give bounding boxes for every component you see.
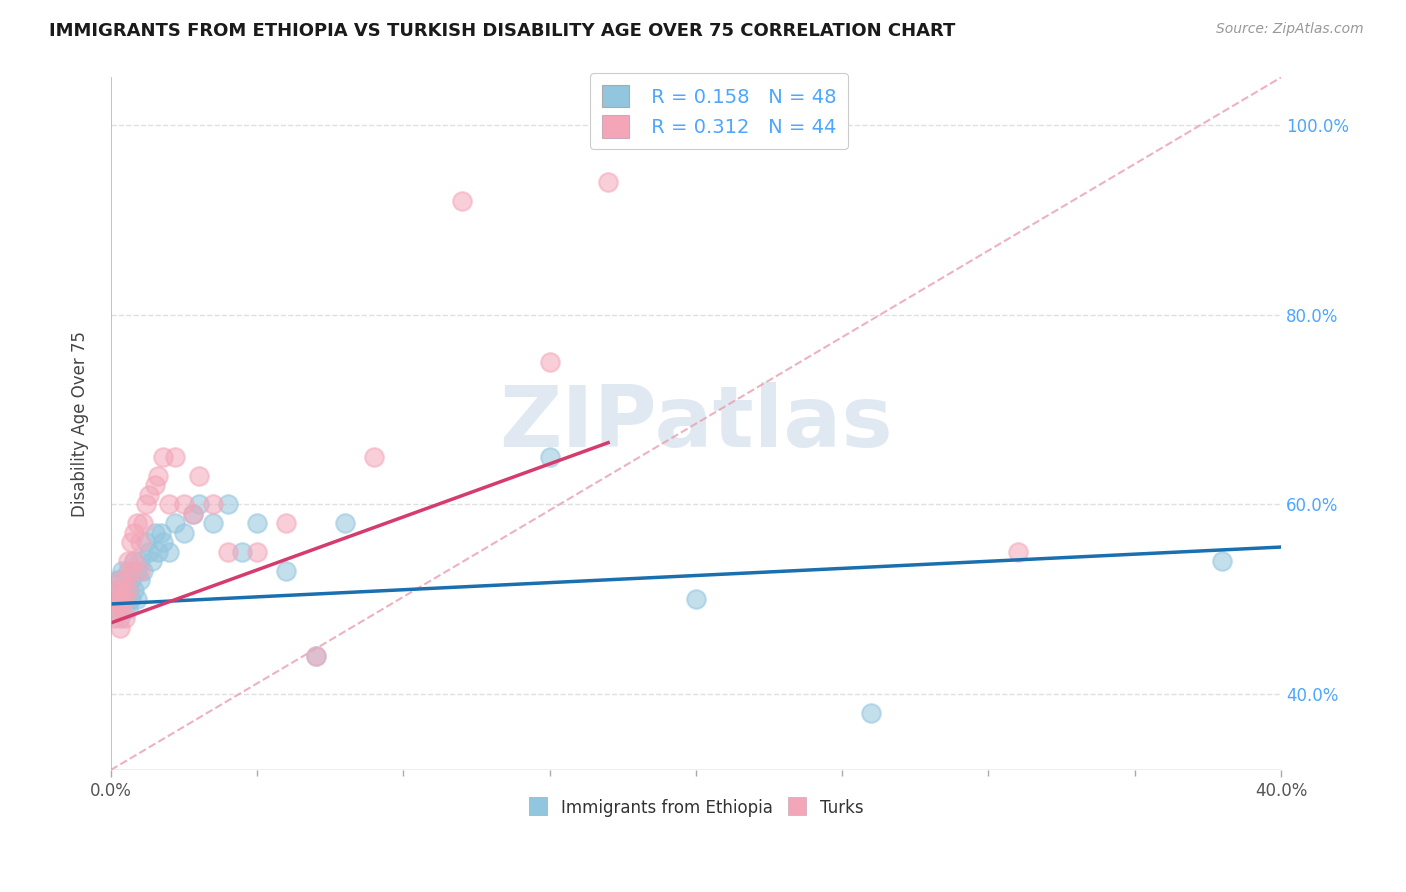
Turks [173,497,195,511]
Immigrants from Ethiopia [129,554,152,568]
Turks [111,582,134,597]
Text: ZIPatlas: ZIPatlas [499,382,893,466]
Immigrants from Ethiopia [146,545,169,559]
Turks [671,877,693,891]
Turks [105,601,128,615]
Turks [138,488,160,502]
Turks [103,611,125,625]
Y-axis label: Disability Age Over 75: Disability Age Over 75 [72,331,89,516]
Text: Source: ZipAtlas.com: Source: ZipAtlas.com [1216,22,1364,37]
Turks [135,497,157,511]
Immigrants from Ethiopia [117,601,139,615]
Immigrants from Ethiopia [304,649,326,664]
Immigrants from Ethiopia [120,592,142,607]
Immigrants from Ethiopia [143,525,166,540]
Immigrants from Ethiopia [231,545,253,559]
Immigrants from Ethiopia [117,564,139,578]
Turks [143,478,166,492]
Immigrants from Ethiopia [152,535,174,549]
Turks [103,592,125,607]
Immigrants from Ethiopia [685,592,707,607]
Immigrants from Ethiopia [103,592,125,607]
Immigrants from Ethiopia [860,706,883,720]
Immigrants from Ethiopia [333,516,356,531]
Immigrants from Ethiopia [149,525,172,540]
Text: IMMIGRANTS FROM ETHIOPIA VS TURKISH DISABILITY AGE OVER 75 CORRELATION CHART: IMMIGRANTS FROM ETHIOPIA VS TURKISH DISA… [49,22,956,40]
Turks [450,194,472,208]
Turks [111,601,134,615]
Turks [202,497,225,511]
Immigrants from Ethiopia [132,564,155,578]
Turks [129,535,152,549]
Immigrants from Ethiopia [538,450,561,464]
Immigrants from Ethiopia [108,592,131,607]
Turks [538,355,561,369]
Turks [187,469,209,483]
Immigrants from Ethiopia [138,545,160,559]
Turks [114,592,136,607]
Turks [132,516,155,531]
Immigrants from Ethiopia [103,582,125,597]
Turks [181,507,204,521]
Immigrants from Ethiopia [1211,554,1233,568]
Immigrants from Ethiopia [105,601,128,615]
Immigrants from Ethiopia [127,592,149,607]
Immigrants from Ethiopia [187,497,209,511]
Immigrants from Ethiopia [165,516,187,531]
Turks [105,582,128,597]
Immigrants from Ethiopia [108,574,131,588]
Immigrants from Ethiopia [111,592,134,607]
Turks [152,450,174,464]
Immigrants from Ethiopia [108,611,131,625]
Immigrants from Ethiopia [114,592,136,607]
Immigrants from Ethiopia [114,601,136,615]
Immigrants from Ethiopia [181,507,204,521]
Turks [120,535,142,549]
Immigrants from Ethiopia [111,564,134,578]
Turks [120,564,142,578]
Immigrants from Ethiopia [117,582,139,597]
Turks [217,545,239,559]
Immigrants from Ethiopia [122,554,145,568]
Turks [363,450,385,464]
Turks [1007,545,1029,559]
Immigrants from Ethiopia [111,582,134,597]
Immigrants from Ethiopia [202,516,225,531]
Immigrants from Ethiopia [105,574,128,588]
Turks [146,469,169,483]
Turks [117,582,139,597]
Immigrants from Ethiopia [246,516,269,531]
Turks [304,649,326,664]
Immigrants from Ethiopia [141,554,163,568]
Turks [122,525,145,540]
Immigrants from Ethiopia [217,497,239,511]
Turks [114,611,136,625]
Turks [598,175,620,189]
Immigrants from Ethiopia [135,535,157,549]
Immigrants from Ethiopia [127,564,149,578]
Turks [129,564,152,578]
Immigrants from Ethiopia [120,574,142,588]
Turks [772,801,794,815]
Immigrants from Ethiopia [157,545,180,559]
Turks [127,516,149,531]
Turks [276,516,298,531]
Turks [108,592,131,607]
Immigrants from Ethiopia [173,525,195,540]
Immigrants from Ethiopia [276,564,298,578]
Turks [157,497,180,511]
Immigrants from Ethiopia [129,574,152,588]
Immigrants from Ethiopia [122,582,145,597]
Legend: Immigrants from Ethiopia, Turks: Immigrants from Ethiopia, Turks [522,792,870,824]
Turks [246,545,269,559]
Turks [108,621,131,635]
Turks [108,574,131,588]
Turks [122,554,145,568]
Immigrants from Ethiopia [114,574,136,588]
Turks [165,450,187,464]
Turks [114,574,136,588]
Turks [117,554,139,568]
